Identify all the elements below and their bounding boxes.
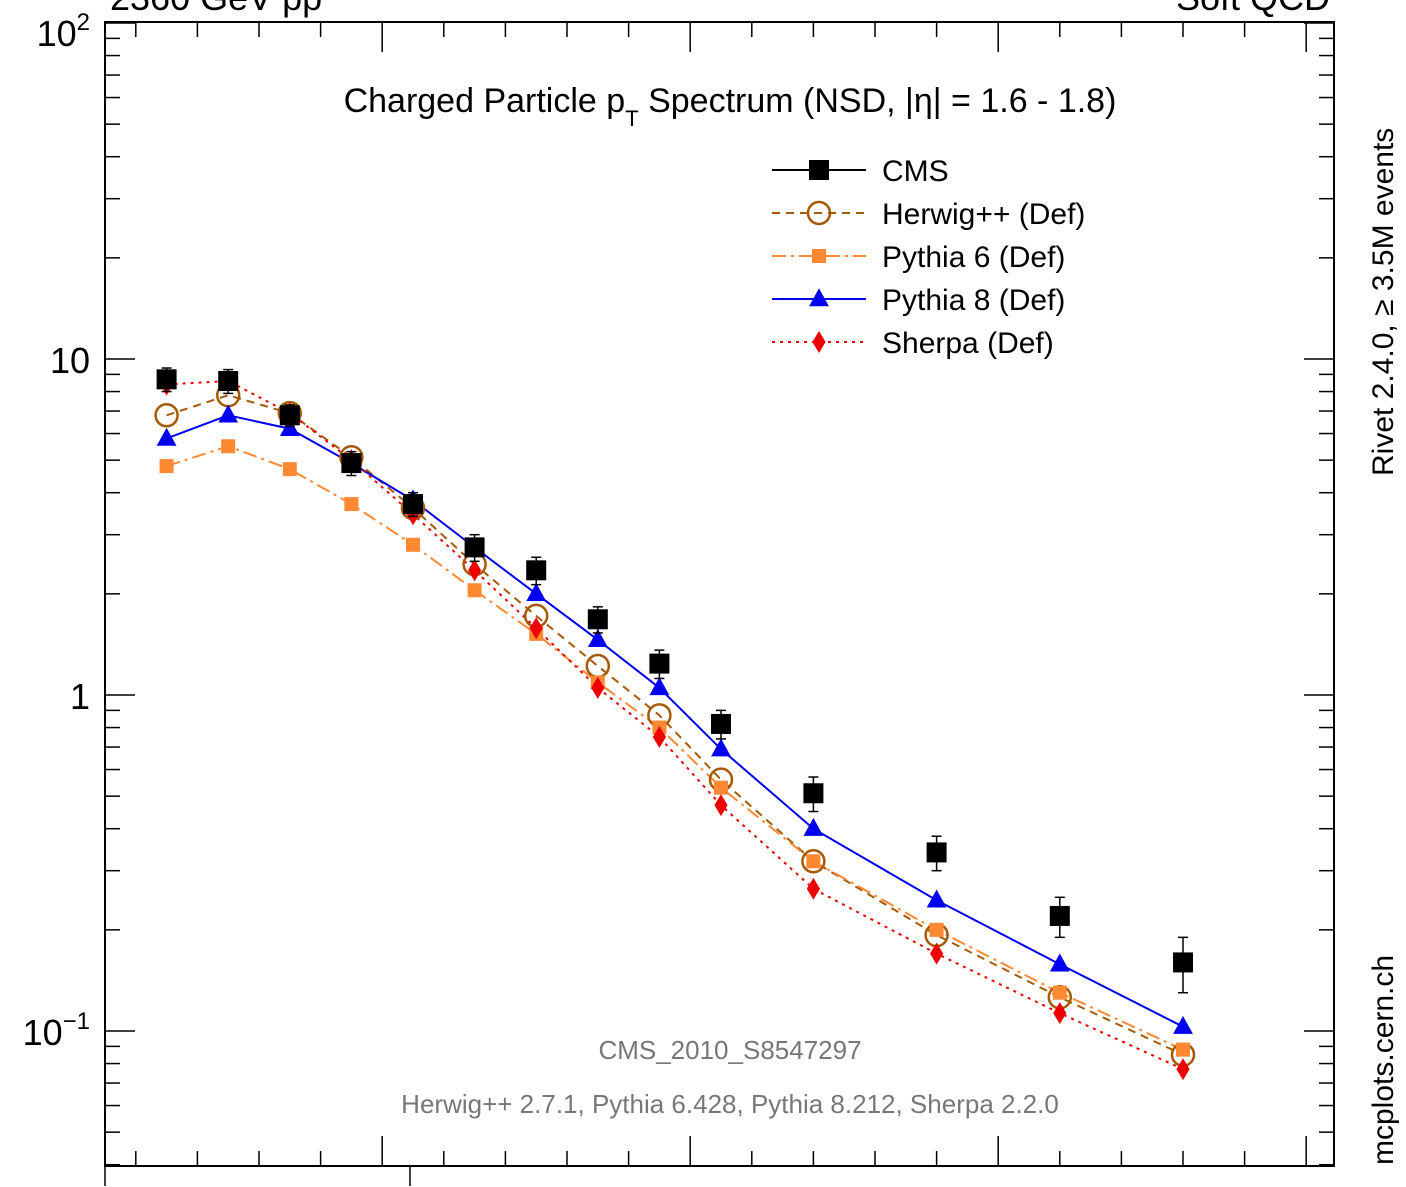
data-point-pythia-6-def- <box>714 780 728 795</box>
data-point-sherpa-def- <box>714 794 728 817</box>
data-point-cms <box>403 494 423 515</box>
data-point-pythia-8-def- <box>218 404 239 423</box>
data-point-pythia-6-def- <box>406 537 420 552</box>
chart-title: Charged Particle pT Spectrum (NSD, |η| =… <box>344 82 1117 131</box>
legend-label: Pythia 8 (Def) <box>882 284 1065 317</box>
data-point-cms <box>711 713 731 734</box>
data-point-sherpa-def- <box>652 725 666 748</box>
data-point-cms <box>649 653 670 674</box>
legend-label: Herwig++ (Def) <box>882 198 1085 231</box>
legend-marker <box>809 288 829 307</box>
data-point-pythia-6-def- <box>929 922 944 937</box>
title-sub: T <box>625 106 638 131</box>
title-main: Charged Particle p <box>344 82 626 120</box>
data-point-sherpa-def- <box>529 617 543 640</box>
data-point-cms <box>1049 905 1070 926</box>
generator-versions: Herwig++ 2.7.1, Pythia 6.428, Pythia 8.2… <box>401 1089 1059 1119</box>
data-point-cms <box>926 842 947 863</box>
legend-marker <box>812 331 826 353</box>
data-point-pythia-8-def- <box>1049 953 1070 972</box>
header-left: 2360 GeV pp <box>110 0 322 18</box>
data-point-pythia-6-def- <box>282 462 297 477</box>
legend-marker <box>812 249 826 263</box>
series-curves <box>166 379 1184 1071</box>
data-point-pythia-8-def- <box>587 628 608 647</box>
y-tick-label-1: 1 <box>70 676 90 717</box>
legend-marker <box>809 160 829 180</box>
data-point-sherpa-def- <box>591 676 605 699</box>
data-point-cms <box>803 783 824 804</box>
data-point-pythia-6-def- <box>221 439 236 454</box>
data-point-sherpa-def- <box>468 559 482 582</box>
data-point-sherpa-def- <box>806 877 820 900</box>
data-point-cms <box>156 369 177 390</box>
plot-frame <box>104 21 1335 1167</box>
y-tick-labels: 102 10 1 10−1 <box>23 9 90 1053</box>
data-point-cms <box>1173 952 1193 973</box>
data-point-pythia-8-def- <box>1173 1015 1193 1034</box>
analysis-id: CMS_2010_S8547297 <box>598 1035 861 1065</box>
data-point-pythia-6-def- <box>806 854 821 869</box>
y-tick-label-100: 102 <box>37 9 90 54</box>
data-point-pythia-8-def- <box>711 738 731 757</box>
series-line-pythia-8-def- <box>166 414 1184 1028</box>
legend-label: Pythia 6 (Def) <box>882 241 1065 274</box>
title-rest: Spectrum (NSD, |η| = 1.6 - 1.8) <box>639 82 1117 120</box>
y-tick-label-10: 10 <box>50 340 90 381</box>
data-point-pythia-6-def- <box>467 583 482 598</box>
data-point-sherpa-def- <box>930 942 944 965</box>
data-point-pythia-6-def- <box>1176 1042 1190 1057</box>
series-line-herwig-def- <box>166 394 1184 1056</box>
data-point-pythia-8-def- <box>803 817 824 836</box>
mcplots-label: mcplots.cern.ch <box>1367 955 1400 1165</box>
data-point-cms <box>218 371 239 392</box>
legend-marker <box>806 200 832 226</box>
data-point-cms <box>587 609 608 630</box>
axis-ticks <box>104 22 1334 1186</box>
data-point-pythia-6-def- <box>159 459 174 474</box>
data-point-pythia-8-def- <box>926 889 947 908</box>
rivet-label: Rivet 2.4.0, ≥ 3.5M events <box>1367 128 1400 476</box>
data-point-herwig-def- <box>585 653 611 679</box>
data-point-pythia-8-def- <box>526 583 547 602</box>
data-point-pythia-6-def- <box>344 497 359 512</box>
data-point-pythia-8-def- <box>649 677 670 696</box>
data-point-pythia-6-def- <box>1052 985 1067 1000</box>
legend-label: CMS <box>882 155 949 188</box>
header-right: Soft QCD <box>1176 0 1330 18</box>
data-point-herwig-def- <box>154 403 179 428</box>
data-point-sherpa-def- <box>1053 1002 1067 1025</box>
data-point-cms <box>341 453 362 474</box>
series-markers <box>154 367 1196 1081</box>
data-point-cms <box>464 537 485 558</box>
data-point-cms <box>279 405 300 426</box>
data-point-herwig-def- <box>801 849 826 874</box>
series-line-pythia-6-def- <box>166 445 1184 1051</box>
legend: CMS Herwig++ (Def) Pythia 6 (Def) Pythia 8 … <box>772 155 1085 360</box>
y-tick-label-0.1: 10−1 <box>23 1008 90 1053</box>
data-point-sherpa-def- <box>1176 1058 1190 1081</box>
data-point-cms <box>526 560 547 581</box>
legend-label: Sherpa (Def) <box>882 327 1054 360</box>
data-point-pythia-8-def- <box>156 427 177 446</box>
series-line-sherpa-def- <box>166 379 1184 1071</box>
